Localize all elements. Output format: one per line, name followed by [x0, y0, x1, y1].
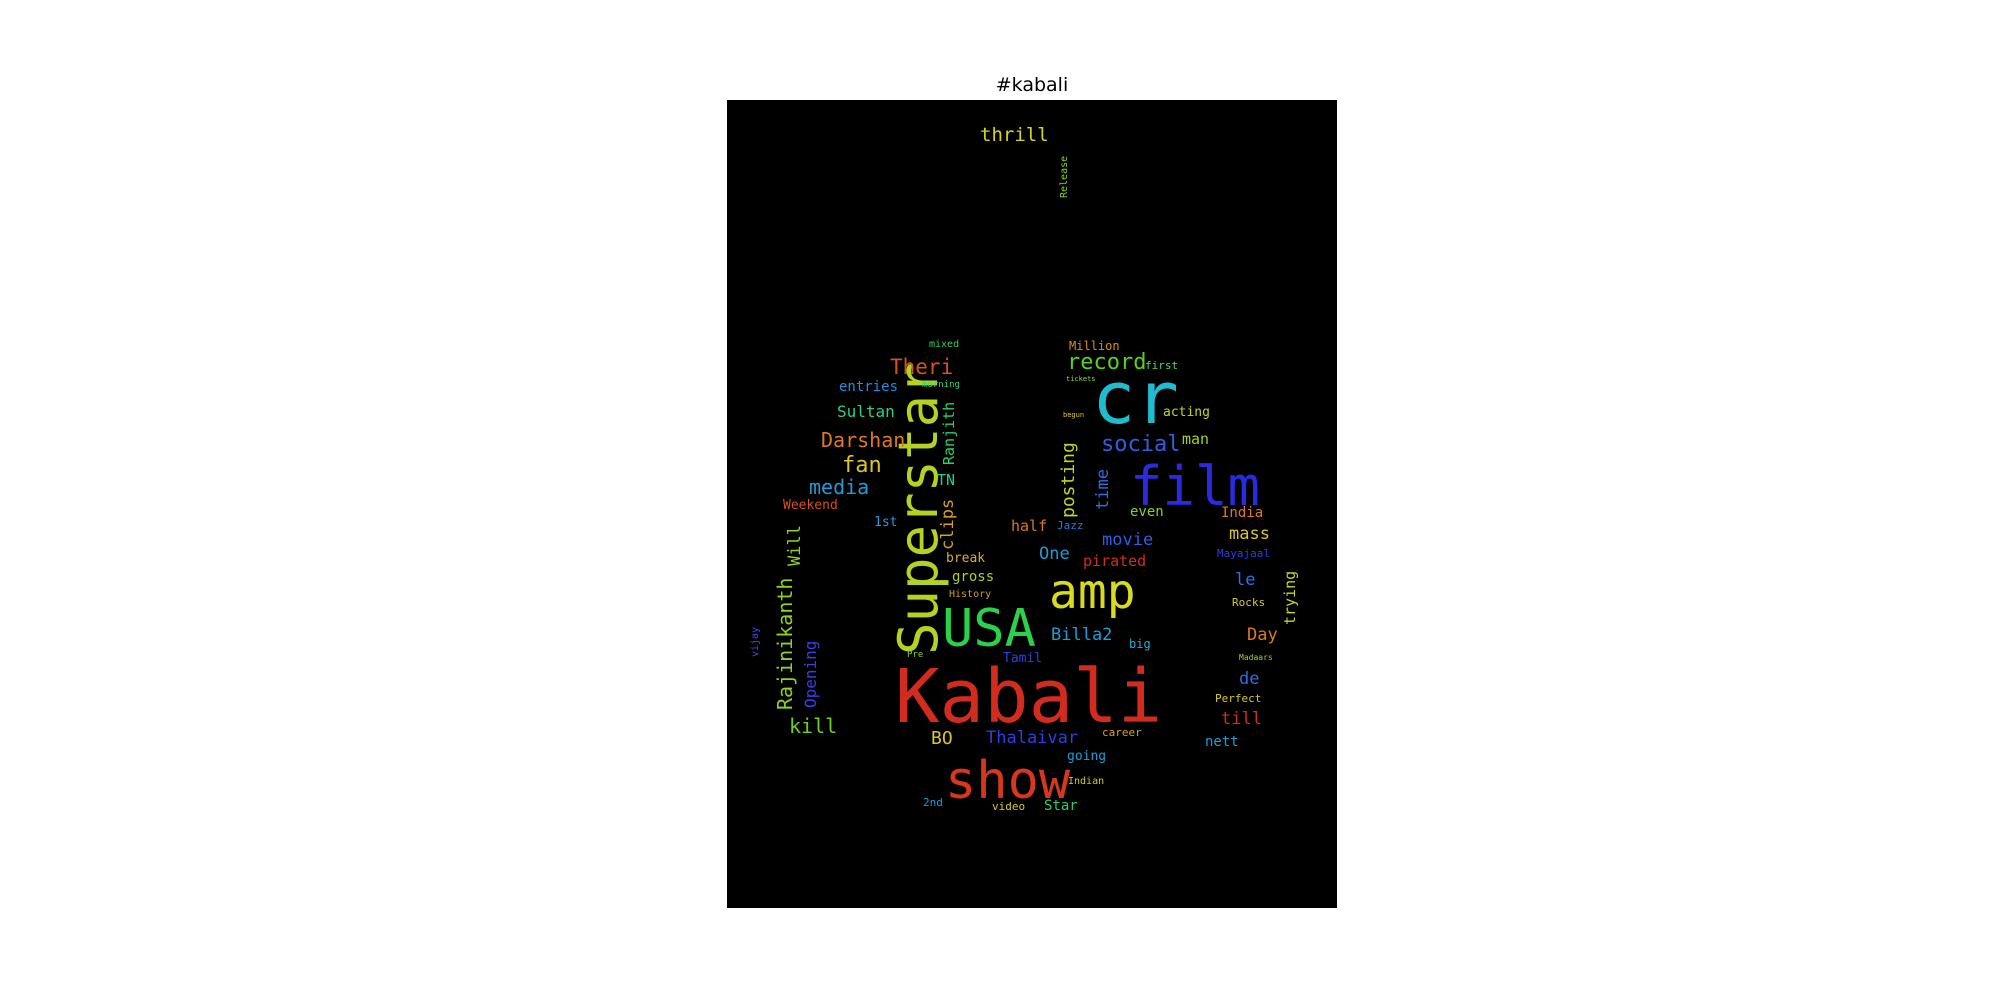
word: first	[1145, 359, 1179, 372]
word: entries	[839, 379, 899, 395]
word: pirated	[1083, 552, 1147, 570]
word: mixed	[929, 339, 960, 350]
word: Kabali	[895, 654, 1163, 740]
word: nett	[1205, 734, 1239, 750]
word: Tamil	[1003, 651, 1043, 666]
word: Darshan	[821, 428, 906, 452]
word: Opening	[801, 640, 820, 708]
word: man	[1182, 430, 1210, 448]
word: Million	[1069, 339, 1120, 353]
word: trying	[1281, 570, 1299, 625]
word: thrill	[980, 124, 1049, 146]
word: Perfect	[1215, 692, 1262, 705]
word: amp	[1049, 564, 1136, 620]
word: Jazz	[1057, 519, 1084, 532]
word: media	[809, 475, 870, 499]
word: Rajinikanth	[773, 577, 797, 710]
word-cloud: Kabali show Superstar cr film amp USA re…	[727, 100, 1337, 908]
word: mass	[1229, 524, 1270, 544]
word: Sultan	[837, 402, 895, 421]
word: gross	[952, 569, 995, 585]
word: Day	[1247, 625, 1278, 645]
word: Star	[1044, 798, 1078, 814]
word: break	[946, 551, 986, 566]
word: Pre	[907, 650, 924, 660]
word: Mayajaal	[1217, 547, 1270, 560]
word: half	[1011, 517, 1048, 535]
word: de	[1239, 669, 1260, 689]
word: till	[1221, 709, 1262, 729]
word: Release	[1059, 155, 1070, 198]
word: TN	[937, 471, 956, 489]
word: One	[1039, 544, 1070, 564]
word: le	[1235, 570, 1256, 590]
word: time	[1093, 469, 1113, 510]
word: vijay	[750, 626, 761, 657]
word: USA	[942, 599, 1036, 659]
word: Thalaivar	[986, 728, 1079, 748]
word: video	[992, 800, 1026, 813]
word: begun	[1063, 411, 1085, 419]
word: Madaars	[1239, 653, 1273, 662]
word: tickets	[1066, 375, 1096, 383]
word: Theri	[890, 355, 954, 379]
word: even	[1130, 504, 1164, 520]
word: record	[1067, 350, 1147, 375]
word: BO	[931, 728, 953, 749]
word: India	[1221, 505, 1264, 521]
word: cr	[1092, 356, 1179, 440]
word: History	[949, 589, 992, 600]
word: 2nd	[923, 796, 943, 809]
word: going	[1067, 749, 1107, 764]
chart-title: #kabali	[995, 74, 1069, 96]
word: Rocks	[1232, 596, 1266, 609]
word: fan	[842, 453, 882, 478]
word: posting	[1058, 442, 1079, 518]
word: Will	[785, 525, 805, 566]
word: Ranjith	[940, 401, 958, 465]
word: Weekend	[783, 498, 838, 513]
word: 1st	[874, 515, 898, 530]
word: social	[1101, 432, 1181, 457]
word: Billa2	[1051, 625, 1113, 645]
word: show	[945, 751, 1071, 811]
word: kill	[789, 714, 838, 738]
word: big	[1129, 637, 1151, 651]
word: movie	[1102, 530, 1154, 550]
word: acting	[1163, 405, 1210, 420]
word: Indian	[1068, 776, 1105, 787]
word: clips	[938, 498, 958, 550]
word: career	[1102, 726, 1142, 739]
word: morning	[922, 380, 960, 390]
word: film	[1130, 455, 1261, 518]
